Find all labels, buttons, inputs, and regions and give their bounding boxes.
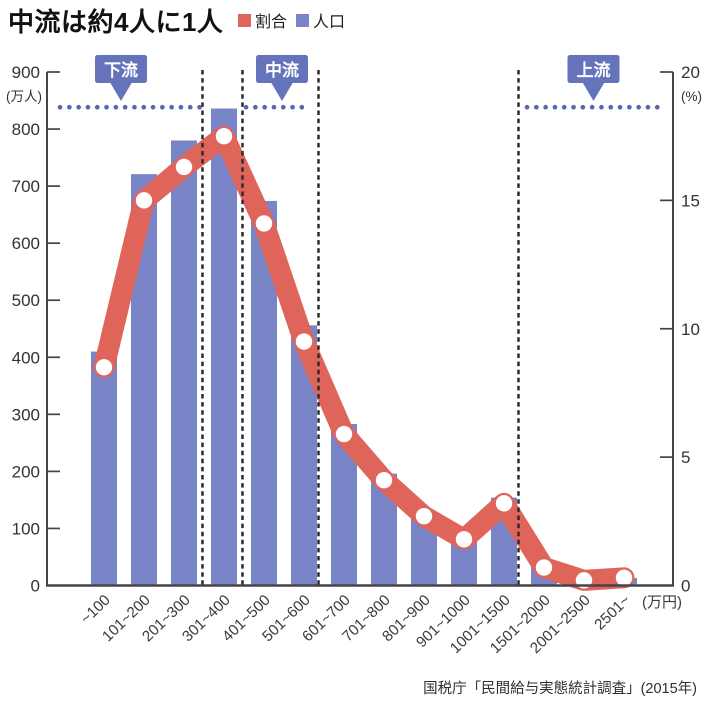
chart-legend: 割合 人口 — [238, 8, 345, 32]
left-axis-tick-label: 800 — [12, 120, 40, 139]
x-axis-category-label: ~100 — [77, 592, 113, 628]
population-bar — [171, 140, 197, 586]
left-axis-tick-label: 900 — [12, 63, 40, 82]
class-label-pointer — [582, 81, 605, 101]
ratio-point — [535, 559, 553, 576]
population-bar — [91, 351, 117, 586]
class-label-text: 上流 — [577, 60, 611, 80]
left-axis-unit-label: (万人) — [6, 89, 42, 104]
ratio-point — [455, 531, 473, 548]
ratio-point — [335, 425, 353, 443]
class-label-text: 中流 — [265, 60, 299, 80]
legend-ratio-swatch — [238, 13, 251, 27]
class-label-pointer — [270, 81, 294, 101]
class-label-box — [256, 55, 308, 83]
ratio-point — [255, 215, 273, 232]
left-axis-tick-label: 100 — [12, 519, 40, 538]
left-axis-tick-label: 300 — [12, 405, 40, 424]
ratio-point — [95, 359, 113, 376]
class-label-box — [567, 55, 620, 83]
left-axis-tick-label: 0 — [31, 577, 40, 596]
population-bar — [211, 108, 237, 586]
ratio-point — [295, 333, 313, 350]
left-axis-tick-label: 700 — [12, 177, 40, 196]
ratio-point — [375, 472, 393, 489]
ratio-point — [615, 569, 633, 586]
x-axis-category-label: 2501~ — [591, 592, 634, 634]
legend-population-label: 人口 — [313, 14, 346, 31]
source-note: 国税庁「民間給与実態統計調査」(2015年) — [423, 681, 697, 697]
x-axis-unit-label: (万円) — [642, 594, 682, 611]
ratio-point — [215, 127, 233, 145]
left-axis-tick-label: 500 — [12, 291, 40, 310]
right-axis-tick-label: 5 — [681, 448, 690, 467]
class-label-box — [95, 55, 147, 83]
chart-title: 中流は約4人に1人 — [8, 7, 224, 37]
legend-population-swatch — [296, 13, 310, 27]
ratio-point — [175, 158, 193, 176]
class-label-text: 下流 — [104, 60, 138, 80]
right-axis-unit-label: (%) — [681, 89, 702, 104]
right-axis-tick-label: 20 — [681, 63, 700, 82]
right-axis-tick-label: 0 — [681, 577, 690, 596]
ratio-point — [135, 192, 153, 209]
left-axis-tick-label: 400 — [12, 348, 40, 367]
left-axis-tick-label: 200 — [12, 462, 40, 481]
legend-ratio-label: 割合 — [255, 14, 288, 31]
left-axis-tick-label: 600 — [12, 234, 40, 253]
class-label-pointer — [109, 81, 133, 101]
right-axis-tick-label: 15 — [681, 191, 700, 210]
ratio-point — [495, 495, 513, 512]
right-axis-tick-label: 10 — [681, 320, 700, 339]
ratio-point — [415, 507, 433, 525]
ratio-line — [93, 125, 635, 591]
